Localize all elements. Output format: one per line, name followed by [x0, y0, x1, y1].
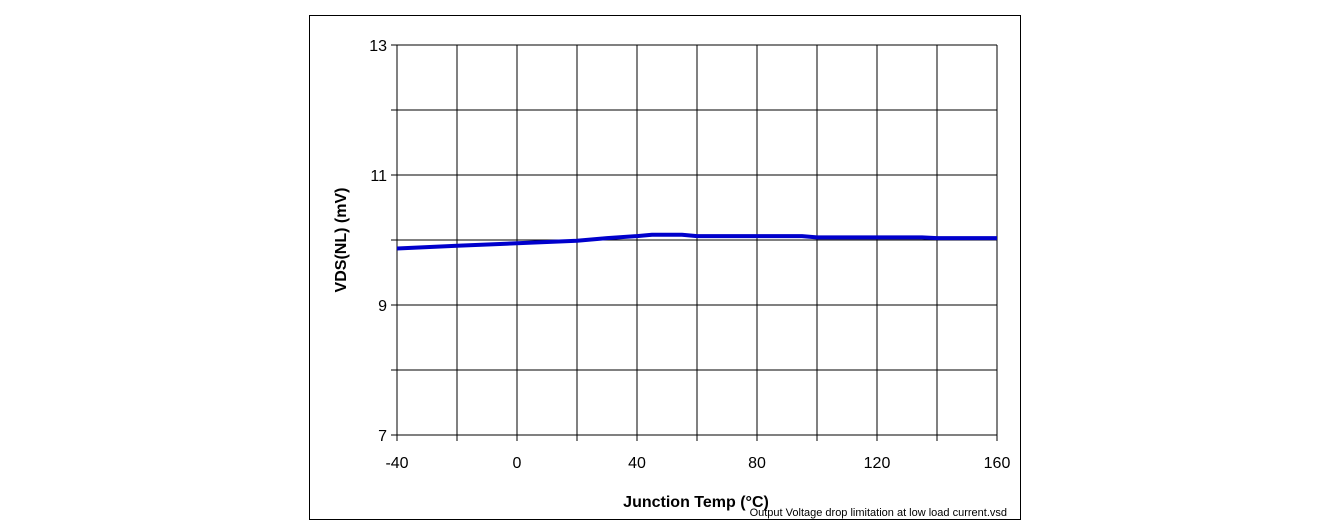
- y-tick-label: 13: [369, 38, 387, 55]
- x-tick-label: 120: [864, 455, 891, 472]
- y-tick-label: 9: [378, 298, 387, 315]
- y-axis-title: VDS(NL) (mV): [333, 188, 350, 293]
- x-tick-label: 160: [984, 455, 1011, 472]
- chart-frame: [309, 15, 1021, 520]
- x-axis-title: Junction Temp (°C): [623, 494, 769, 511]
- series-layer: [396, 232, 997, 251]
- y-tick-label: 11: [370, 168, 387, 185]
- x-tick-label: 80: [748, 455, 766, 472]
- x-tick-label: 0: [513, 455, 522, 472]
- chart-footnote: Output Voltage drop limitation at low lo…: [750, 507, 1007, 519]
- tick-marks: [391, 44, 998, 441]
- x-tick-label: 40: [628, 455, 646, 472]
- tick-labels: 7 9 11 13 -40 0 40 80 120 160: [369, 38, 1010, 472]
- x-tick-label: -40: [385, 455, 408, 472]
- grid: [396, 44, 998, 436]
- y-tick-label: 7: [378, 428, 387, 445]
- series-line: [396, 232, 997, 251]
